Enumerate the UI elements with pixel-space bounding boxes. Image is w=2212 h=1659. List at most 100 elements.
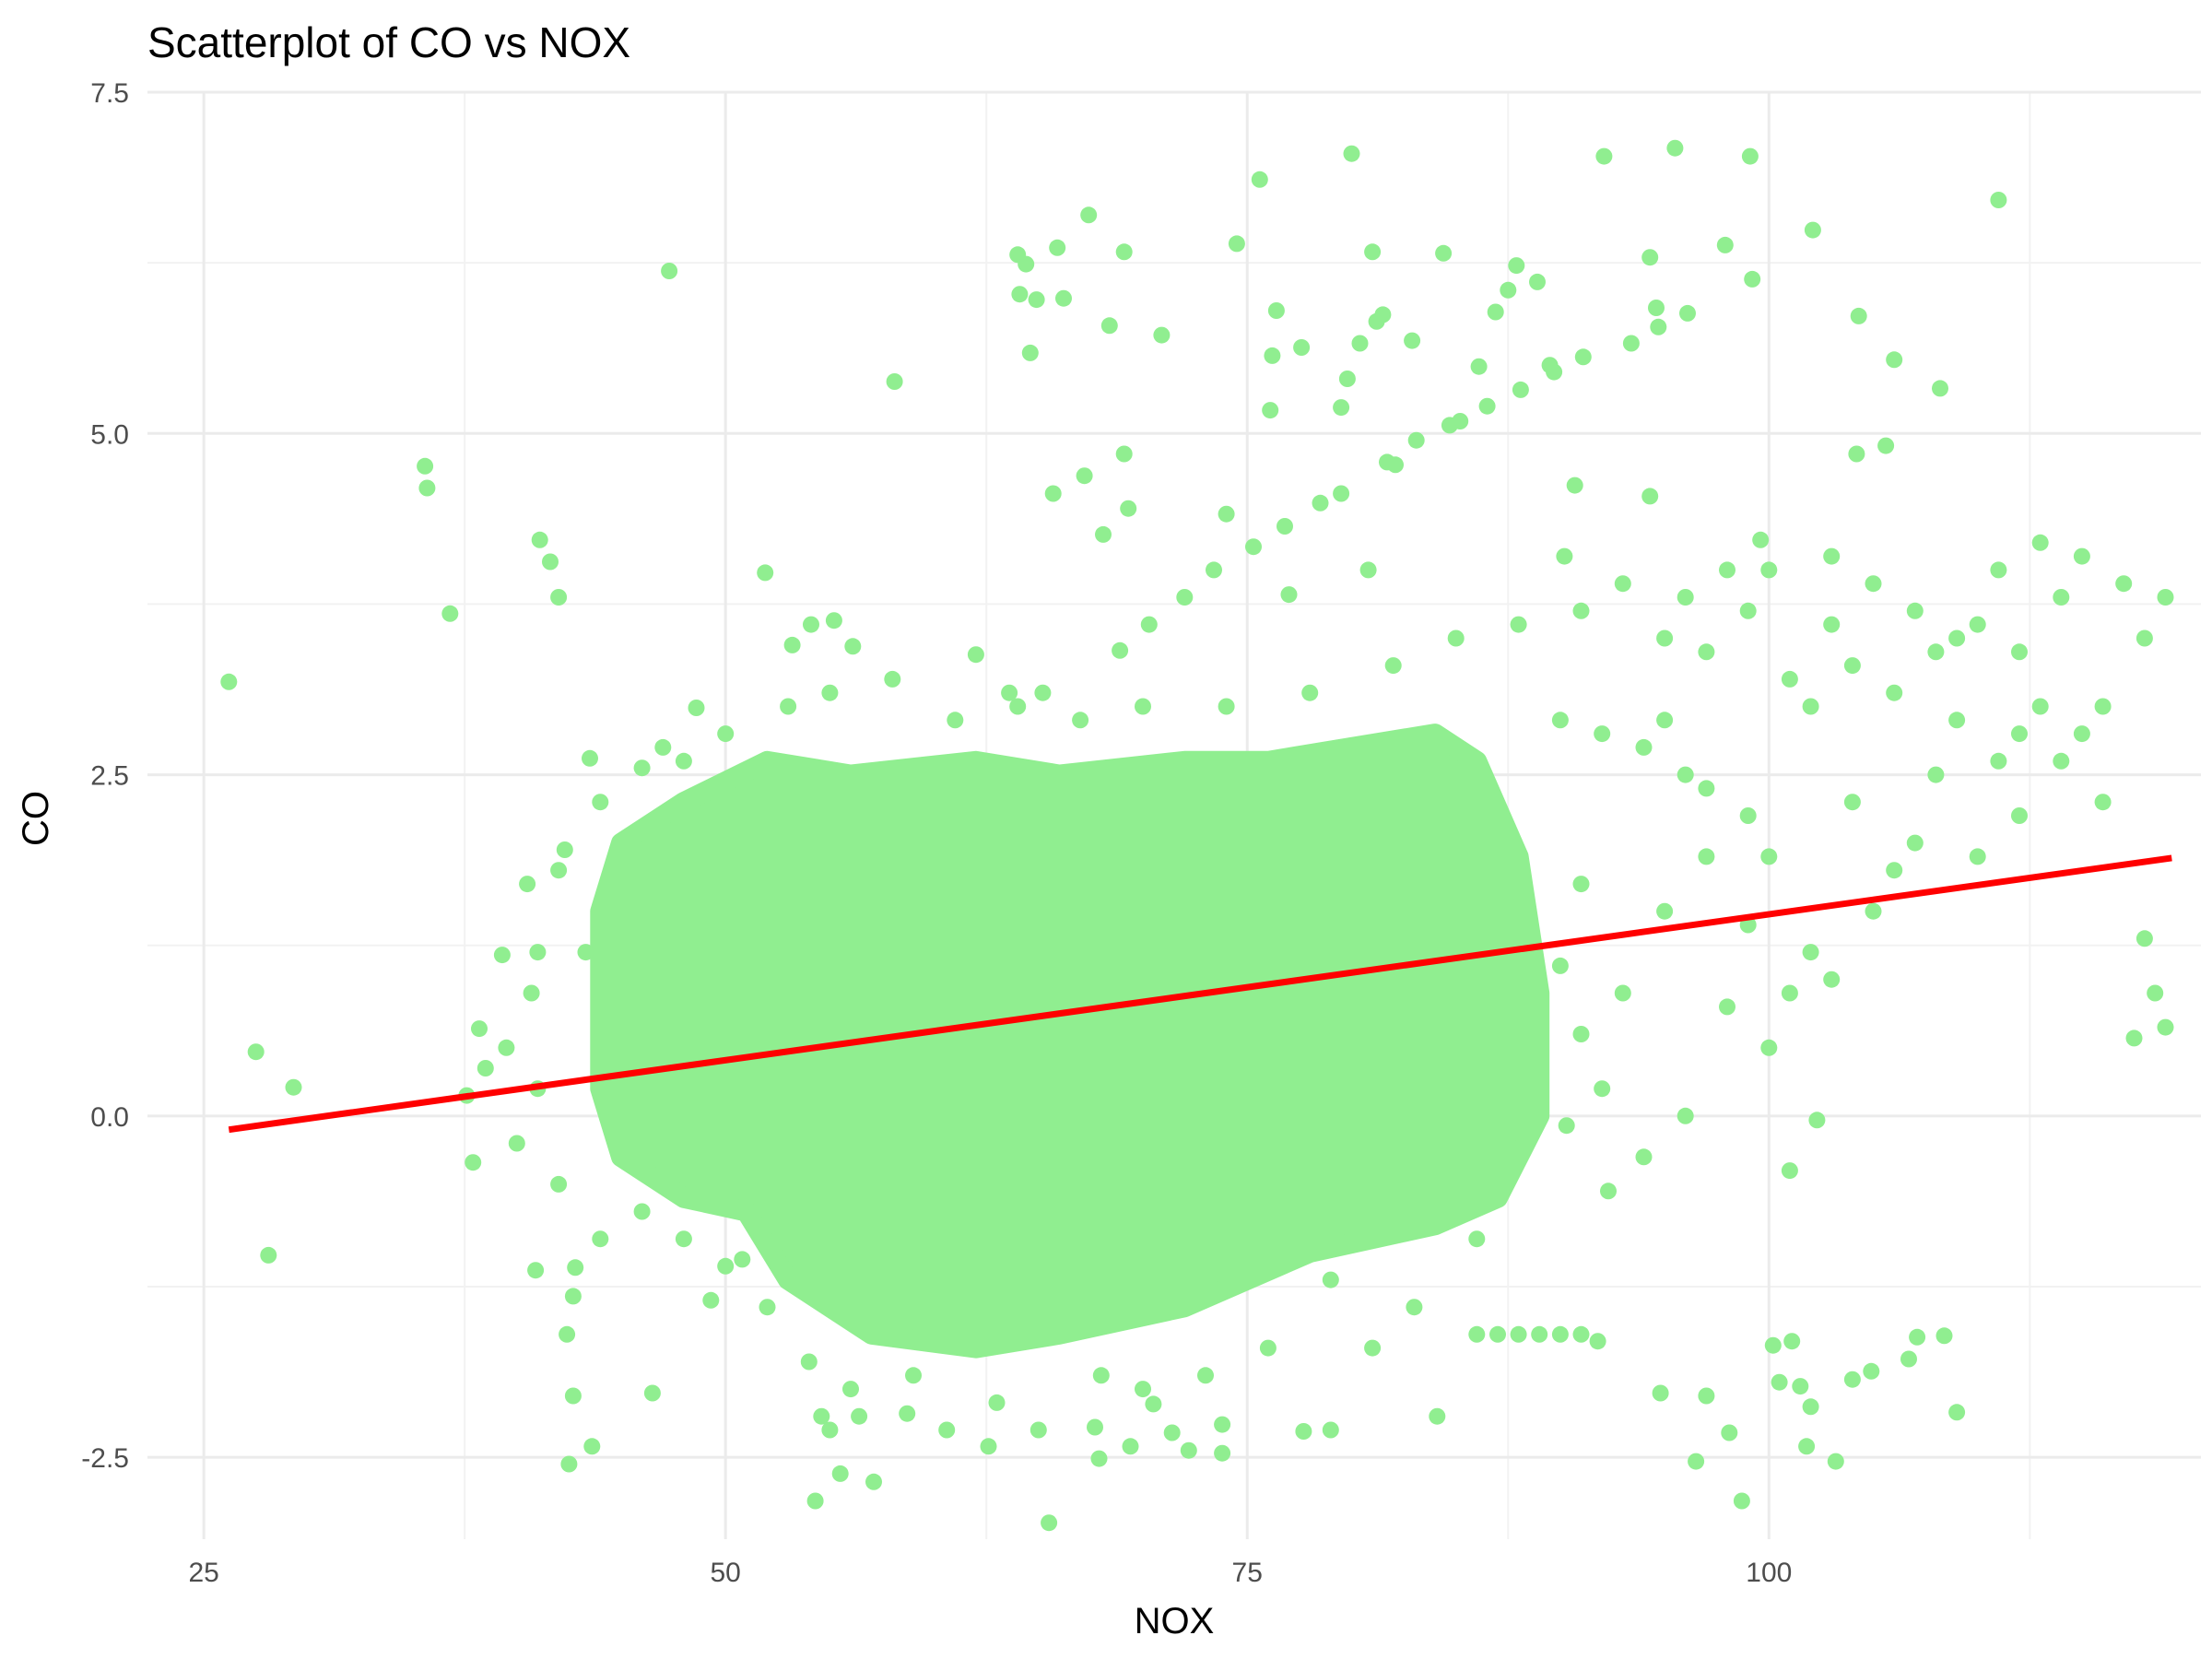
chart-title: Scatterplot of CO vs NOX	[147, 18, 630, 66]
data-point	[1293, 339, 1311, 356]
data-point	[1197, 1367, 1214, 1384]
data-point	[1677, 589, 1694, 606]
data-point	[757, 564, 774, 582]
data-point	[988, 1394, 1006, 1411]
data-point	[592, 971, 609, 988]
data-point	[471, 1020, 488, 1038]
data-point	[1338, 371, 1356, 387]
data-point	[1865, 902, 1882, 920]
data-point	[1572, 602, 1590, 619]
data-point	[884, 670, 901, 688]
data-point	[1641, 249, 1659, 266]
data-point	[1823, 971, 1841, 988]
data-point	[1798, 1438, 1816, 1455]
data-point	[1804, 221, 1821, 239]
data-point	[1322, 1271, 1339, 1288]
data-point	[1262, 402, 1279, 419]
data-point	[1760, 848, 1778, 865]
data-point	[1115, 243, 1133, 261]
y-tick-label: 7.5	[90, 78, 129, 109]
data-point	[1886, 351, 1903, 369]
data-point	[1163, 1424, 1181, 1441]
data-point	[477, 1060, 494, 1077]
data-point	[529, 944, 547, 961]
data-point	[899, 1405, 916, 1422]
data-point	[1733, 1492, 1750, 1510]
data-point	[1487, 303, 1504, 321]
x-tick-label: 50	[711, 1558, 741, 1588]
data-point	[783, 636, 801, 653]
data-point	[2125, 1030, 2143, 1047]
data-point	[1468, 1325, 1486, 1343]
data-point	[523, 984, 540, 1002]
data-point	[821, 684, 839, 701]
data-point	[1572, 1325, 1590, 1343]
data-point	[2053, 589, 2070, 606]
data-point	[1863, 1362, 1880, 1380]
data-point	[1180, 1441, 1197, 1459]
data-point	[1679, 304, 1696, 322]
data-point	[1470, 358, 1488, 375]
data-point	[1741, 147, 1759, 165]
data-point	[2053, 752, 2070, 770]
data-point	[1076, 467, 1093, 485]
x-tick-label: 25	[188, 1558, 218, 1588]
data-point	[2157, 589, 2174, 606]
data-point	[1055, 289, 1072, 307]
data-point	[1478, 397, 1496, 415]
data-point	[1364, 243, 1382, 261]
data-point	[1572, 876, 1590, 893]
data-point	[550, 589, 568, 606]
data-point	[2031, 698, 2049, 715]
data-point	[1764, 1336, 1782, 1354]
data-point	[1906, 602, 1924, 619]
data-point	[1990, 752, 2007, 770]
y-tick-label: 5.0	[90, 419, 129, 450]
data-point	[1783, 1333, 1801, 1350]
data-point	[1927, 643, 1945, 661]
data-point	[441, 605, 459, 622]
data-point	[1546, 363, 1563, 381]
data-point	[1251, 171, 1268, 188]
data-point	[1802, 1398, 1819, 1416]
data-point	[1990, 561, 2007, 579]
trend-line-group	[228, 854, 2172, 1134]
data-point	[582, 749, 598, 767]
data-point	[1122, 1438, 1139, 1455]
data-point	[780, 698, 797, 715]
dense-point-cloud	[590, 724, 1550, 1359]
data-point	[583, 1438, 601, 1455]
data-point	[1551, 957, 1569, 974]
data-point	[1677, 766, 1694, 783]
data-point	[1049, 239, 1066, 256]
data-point	[559, 1325, 576, 1343]
data-point	[1135, 1381, 1151, 1398]
data-point	[1407, 431, 1425, 449]
data-point	[1760, 561, 1778, 579]
data-point	[519, 876, 536, 893]
data-point	[1512, 381, 1529, 398]
data-point	[1264, 347, 1281, 364]
y-axis-title: CO	[16, 791, 56, 846]
data-point	[1044, 485, 1062, 502]
data-point	[1028, 291, 1045, 309]
data-point	[1374, 306, 1392, 324]
data-point	[825, 612, 842, 629]
data-point	[1802, 698, 1819, 715]
data-point	[1760, 1039, 1778, 1056]
data-point	[531, 531, 548, 548]
data-point	[1650, 318, 1667, 335]
data-point	[675, 752, 692, 770]
data-point	[1600, 1182, 1617, 1200]
data-point	[567, 1259, 584, 1277]
data-point	[508, 1135, 525, 1152]
data-point	[813, 1407, 830, 1425]
data-point	[688, 700, 705, 716]
data-point	[560, 1455, 578, 1473]
data-point	[1927, 766, 1945, 783]
data-point	[1719, 998, 1735, 1016]
data-point	[1245, 538, 1262, 556]
data-point	[417, 457, 434, 475]
data-point	[633, 1203, 651, 1220]
data-point	[1558, 1117, 1575, 1135]
